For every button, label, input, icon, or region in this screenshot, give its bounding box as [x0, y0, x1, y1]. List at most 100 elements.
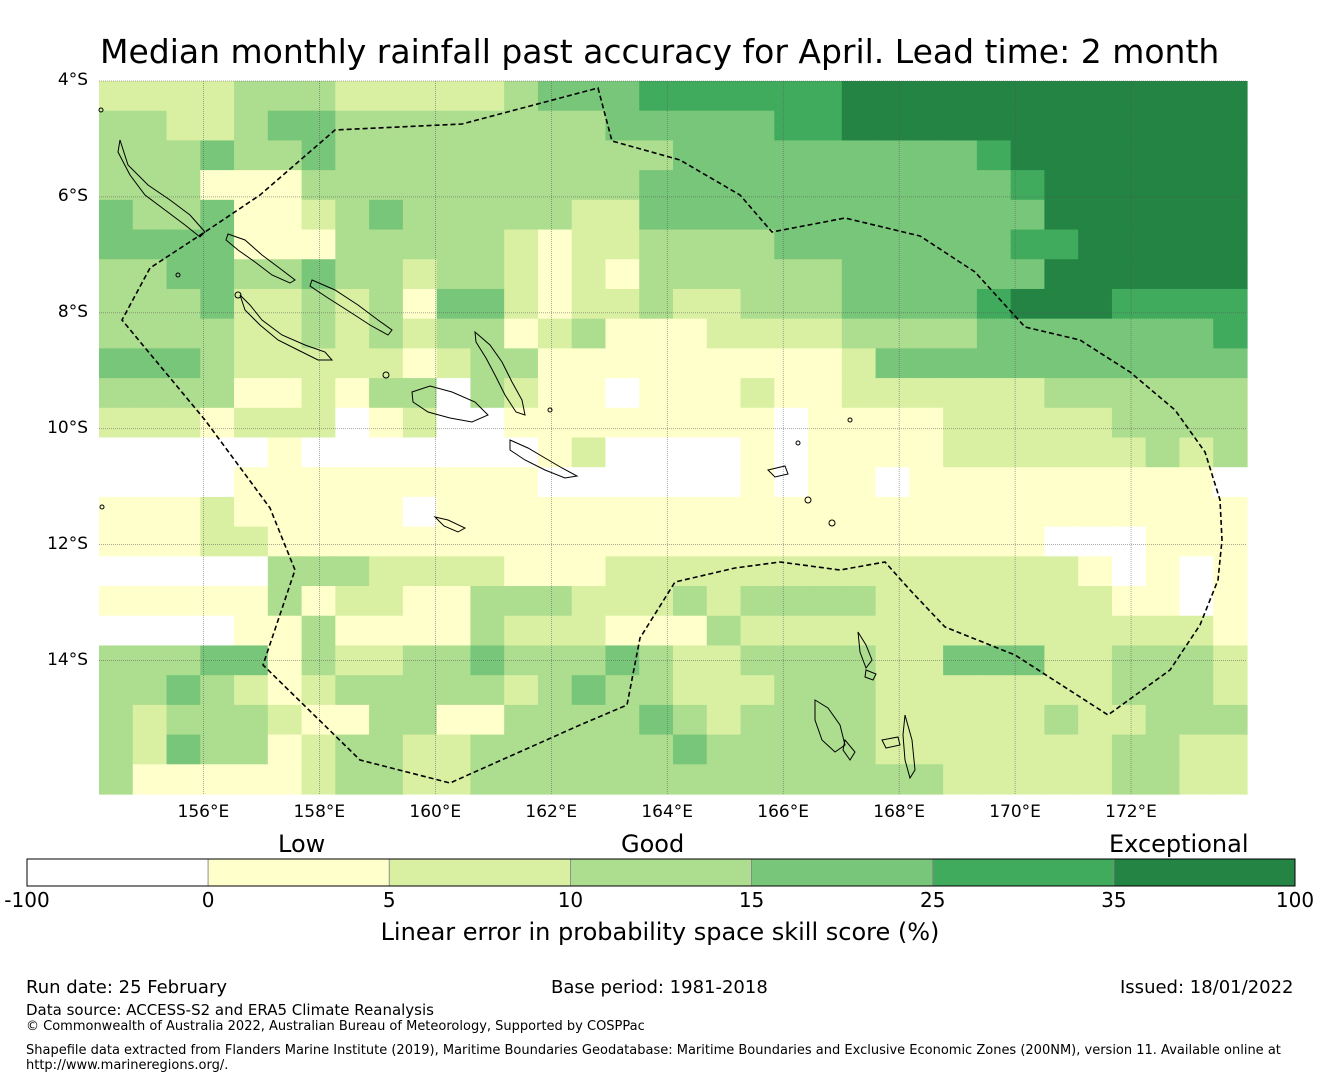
skill-cell — [976, 586, 1012, 617]
skill-cell — [1010, 288, 1046, 320]
skill-cell — [537, 81, 573, 112]
skill-cell — [436, 615, 472, 647]
torres-islands — [857, 631, 873, 670]
skill-cell — [571, 734, 607, 765]
skill-cell — [1179, 259, 1214, 290]
skill-cell — [234, 407, 269, 439]
skill-cell — [605, 288, 640, 320]
skill-cell — [1111, 407, 1147, 439]
skill-cell — [976, 259, 1012, 290]
skill-cell — [808, 586, 843, 617]
skill-cell — [1044, 170, 1079, 201]
skill-cell — [808, 556, 843, 587]
skill-cell — [1179, 348, 1214, 379]
skill-cell — [1145, 259, 1181, 290]
skill-cell — [234, 556, 269, 587]
skill-cell — [267, 140, 303, 171]
skill-cell — [369, 496, 404, 528]
new-georgia-island — [239, 294, 334, 361]
skill-cell — [369, 675, 404, 706]
skill-cell — [99, 170, 134, 201]
skill-cell — [402, 764, 438, 795]
skill-cell — [1010, 675, 1046, 706]
skill-cell — [436, 140, 472, 171]
skill-cell — [774, 81, 809, 112]
skill-cell — [875, 229, 910, 260]
skill-cell — [943, 556, 978, 587]
longitude-label: 166°E — [757, 802, 809, 822]
skill-cell — [841, 378, 877, 409]
skill-cell — [504, 229, 539, 260]
skill-cell — [909, 645, 944, 676]
skill-cell — [1078, 496, 1113, 528]
skill-cell — [673, 556, 708, 587]
skill-cell — [234, 675, 269, 706]
skill-cell — [537, 229, 573, 260]
skill-cell — [639, 229, 674, 260]
skill-cell — [335, 318, 370, 349]
skill-cell — [234, 437, 269, 468]
skill-cell — [1213, 229, 1248, 260]
skill-cell — [200, 170, 235, 201]
skill-cell — [571, 586, 607, 617]
skill-cell — [1078, 81, 1113, 112]
skill-cell — [1145, 526, 1181, 557]
skill-cell — [605, 170, 640, 201]
legend-swatch — [207, 858, 390, 887]
skill-cell — [706, 586, 742, 617]
skill-cell — [99, 526, 134, 557]
map-title: Median monthly rainfall past accuracy fo… — [100, 32, 1220, 71]
skill-cell — [605, 467, 640, 498]
skill-cell — [1145, 675, 1181, 706]
skill-cell — [673, 288, 708, 320]
legend-swatch — [388, 858, 571, 887]
skill-cell — [639, 140, 674, 171]
skill-cell — [402, 229, 438, 260]
skill-cell — [1044, 229, 1079, 260]
skill-cell — [1078, 556, 1113, 587]
skill-cell — [200, 318, 235, 349]
skill-cell — [875, 556, 910, 587]
skill-cell — [808, 140, 843, 171]
skill-cell — [774, 378, 809, 409]
skill-cell — [470, 615, 505, 647]
skill-cell — [909, 140, 944, 171]
skill-cell — [1044, 734, 1079, 765]
skill-cell — [234, 170, 269, 201]
legend-category-low: Low — [278, 830, 326, 858]
skill-map — [98, 80, 1248, 795]
longitude-label: 170°E — [989, 802, 1041, 822]
skill-cell — [875, 437, 910, 468]
skill-cell — [571, 259, 607, 290]
skill-cell — [571, 140, 607, 171]
skill-cell — [1010, 199, 1046, 231]
skill-cell — [605, 734, 640, 765]
skill-cell — [1044, 407, 1079, 439]
skill-cell — [1145, 704, 1181, 736]
skill-cell — [976, 615, 1012, 647]
skill-cell — [571, 318, 607, 349]
skill-cell — [1010, 615, 1046, 647]
skill-cell — [402, 378, 438, 409]
skill-cell — [1179, 526, 1214, 557]
skill-cell — [132, 467, 168, 498]
skill-cell — [132, 675, 168, 706]
skill-cell — [1145, 556, 1181, 587]
skill-cell — [1145, 348, 1181, 379]
skill-cell — [740, 437, 775, 468]
skill-cell — [1145, 140, 1181, 171]
skill-cell — [1213, 199, 1248, 231]
skill-cell — [1213, 734, 1248, 765]
skill-cell — [1078, 288, 1113, 320]
skill-cell — [1078, 467, 1113, 498]
skill-cell — [909, 496, 944, 528]
skill-cell — [976, 318, 1012, 349]
skill-cell — [1179, 704, 1214, 736]
skill-cell — [1179, 378, 1214, 409]
skill-cell — [1078, 140, 1113, 171]
skill-cell — [808, 110, 843, 142]
shapefile-url[interactable]: http://www.marineregions.org/. — [26, 1058, 229, 1073]
skill-cell — [841, 437, 877, 468]
skill-cell — [1111, 556, 1147, 587]
skill-cell — [1010, 704, 1046, 736]
